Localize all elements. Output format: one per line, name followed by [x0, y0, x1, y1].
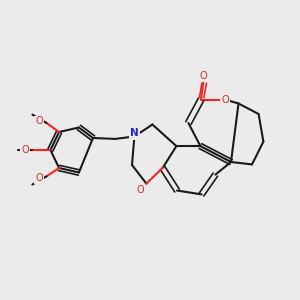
- Text: N: N: [130, 128, 139, 139]
- Text: O: O: [35, 116, 43, 127]
- Text: O: O: [221, 94, 229, 105]
- Text: O: O: [21, 145, 29, 155]
- Text: O: O: [35, 173, 43, 183]
- Text: O: O: [200, 70, 207, 81]
- Text: O: O: [136, 185, 144, 195]
